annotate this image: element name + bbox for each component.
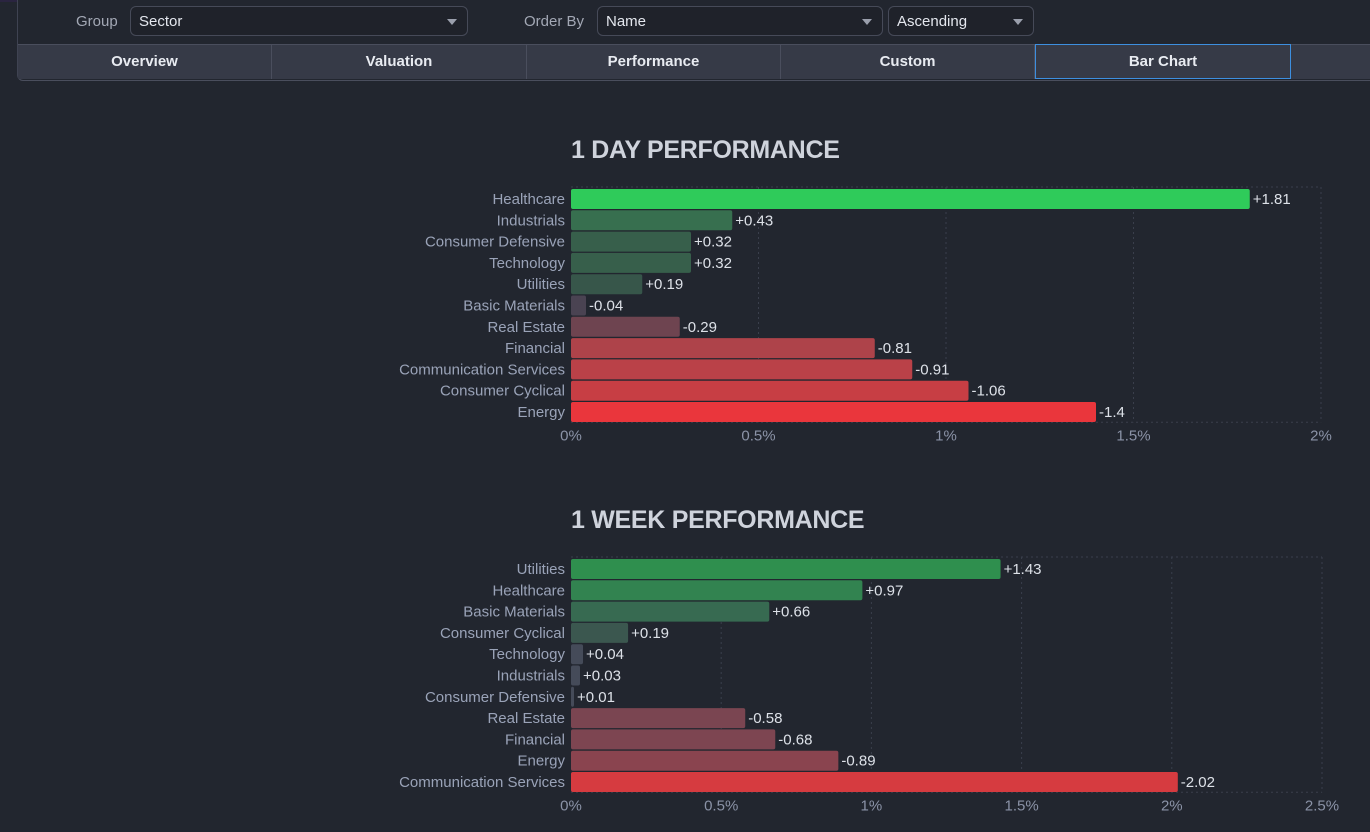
group-label: Group [76,13,118,30]
value-label: +0.43 [735,212,773,229]
bar [571,622,629,643]
category-label: Real Estate [487,319,565,336]
value-label: +0.19 [645,276,683,293]
x-tick-label: 2.5% [1305,797,1339,814]
bar [571,729,776,750]
chevron-down-icon [447,19,457,25]
category-label: Industrials [497,212,565,229]
category-label: Communication Services [399,361,565,378]
value-label: +0.03 [583,668,621,685]
bar [571,338,875,359]
bar [571,359,913,380]
bar [571,316,680,337]
category-label: Healthcare [492,582,565,599]
bar [571,402,1096,422]
value-label: +1.43 [1004,561,1042,578]
order-by-select[interactable]: Name [597,6,883,36]
bar [571,380,969,401]
chevron-down-icon [1013,19,1023,25]
bar [571,708,746,729]
category-label: Consumer Cyclical [440,625,565,642]
x-tick-label: 0.5% [741,427,775,444]
value-label: -0.81 [878,340,912,357]
group-select-value: Sector [139,13,183,30]
value-label: -0.04 [589,298,623,315]
value-label: +1.81 [1253,191,1291,208]
value-label: -1.06 [972,383,1006,400]
chart-title-1-day: 1 DAY PERFORMANCE [571,136,840,164]
value-label: +0.66 [772,604,810,621]
category-label: Consumer Cyclical [440,383,565,400]
chevron-down-icon [862,19,872,25]
bar [571,750,839,771]
value-label: +0.01 [577,689,615,706]
category-label: Basic Materials [463,604,565,621]
bar [571,252,691,273]
category-label: Utilities [517,561,565,578]
category-label: Basic Materials [463,298,565,315]
order-direction-select[interactable]: Ascending [888,6,1034,36]
value-label: -0.58 [748,710,782,727]
bar [571,772,1178,792]
category-label: Industrials [497,668,565,685]
category-label: Consumer Defensive [425,689,565,706]
bar [571,601,770,622]
tab-overview[interactable]: Overview [18,45,272,79]
category-label: Financial [505,340,565,357]
filter-row: Group Sector Order By Name Ascending [18,6,1370,36]
category-label: Utilities [517,276,565,293]
tab-valuation[interactable]: Valuation [272,45,527,79]
value-label: +0.32 [694,255,732,272]
bar [571,274,643,295]
value-label: -1.4 [1099,404,1125,421]
x-tick-label: 2% [1310,427,1332,444]
bar [571,686,575,707]
category-label: Technology [489,646,565,663]
value-label: -0.68 [778,731,812,748]
tab-custom[interactable]: Custom [781,45,1035,79]
view-tabs: Overview Valuation Performance Custom Ba… [18,44,1370,79]
bar [571,231,691,252]
group-select[interactable]: Sector [130,6,468,36]
category-label: Financial [505,731,565,748]
x-tick-label: 0.5% [704,797,738,814]
x-tick-label: 1% [861,797,883,814]
bar [571,295,586,316]
category-label: Technology [489,255,565,272]
x-tick-label: 0% [560,427,582,444]
value-label: -0.89 [841,753,875,770]
bar [571,559,1001,579]
x-tick-label: 0% [560,797,582,814]
category-label: Consumer Defensive [425,234,565,251]
category-label: Energy [517,404,565,421]
tab-performance[interactable]: Performance [527,45,781,79]
bar [571,665,581,686]
bar [571,580,863,601]
x-tick-label: 1.5% [1116,427,1150,444]
order-by-select-value: Name [606,13,647,30]
value-label: +0.97 [865,582,903,599]
x-tick-label: 1% [935,427,957,444]
order-direction-value: Ascending [897,13,968,30]
tab-bar-chart[interactable]: Bar Chart [1035,44,1291,79]
category-label: Communication Services [399,774,565,791]
filter-panel: Group Sector Order By Name Ascending Ove… [17,0,1370,81]
value-label: -0.29 [683,319,717,336]
bar [571,210,733,231]
value-label: +0.19 [631,625,669,642]
value-label: -0.91 [915,361,949,378]
value-label: +0.32 [694,234,732,251]
value-label: -2.02 [1181,774,1215,791]
category-label: Real Estate [487,710,565,727]
chart-title-1-week: 1 WEEK PERFORMANCE [571,506,865,534]
x-tick-label: 2% [1161,797,1183,814]
x-tick-label: 1.5% [1004,797,1038,814]
order-by-label: Order By [524,13,585,30]
bar [571,644,584,665]
category-label: Energy [517,753,565,770]
value-label: +0.04 [586,646,624,663]
bar [571,189,1250,209]
category-label: Healthcare [492,191,565,208]
